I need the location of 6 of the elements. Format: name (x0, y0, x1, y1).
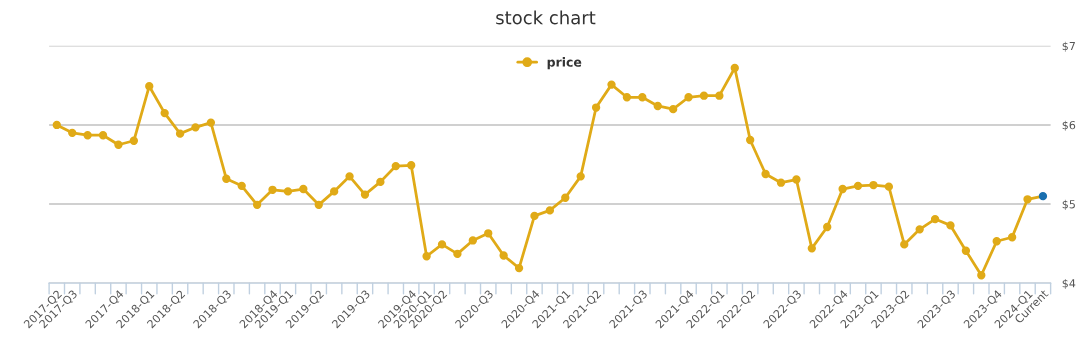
y-tick-label: $6 (1062, 120, 1076, 131)
y-tick-label: $4 (1062, 278, 1076, 290)
legend-label: price (547, 57, 582, 70)
y-tick-label: $5 (1062, 199, 1075, 210)
chart-title: stock chart (496, 10, 596, 25)
y-tick-label: $7 (1062, 41, 1075, 52)
